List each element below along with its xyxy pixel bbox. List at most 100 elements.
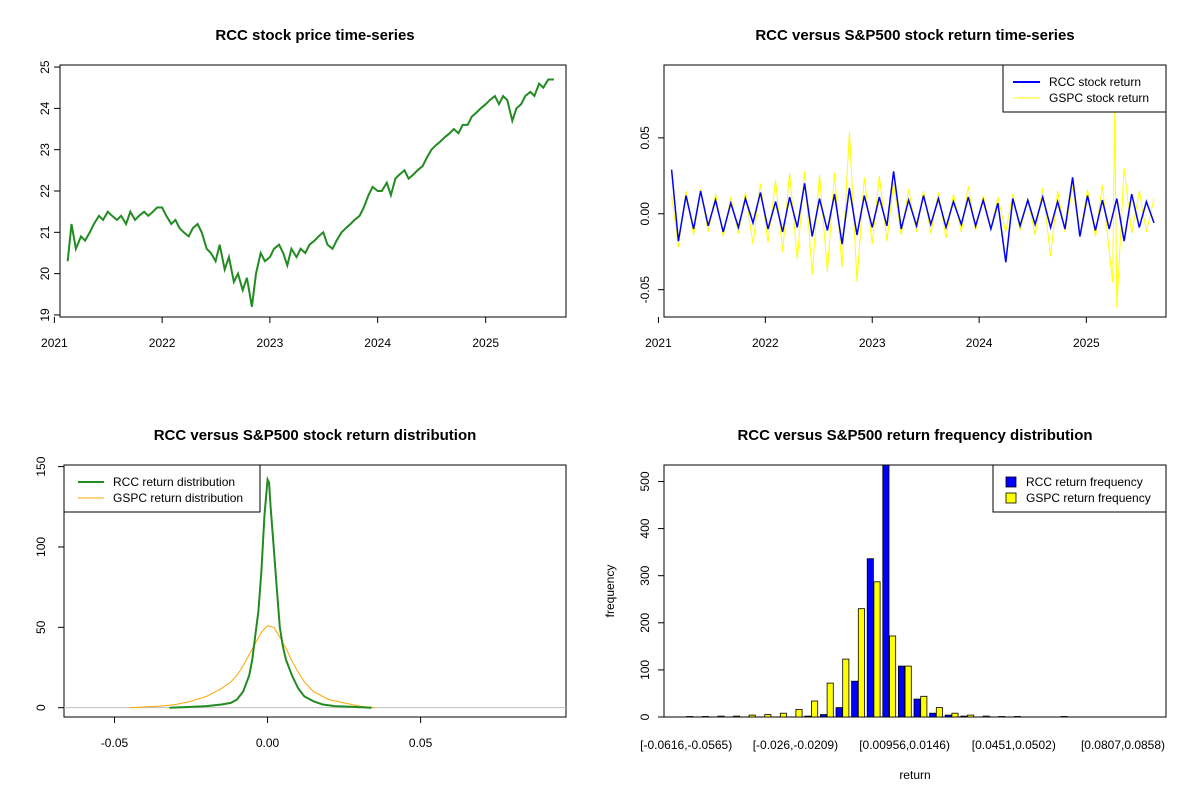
gspc-frequency-bar bbox=[1060, 716, 1068, 718]
legend-swatch bbox=[1005, 492, 1017, 504]
x-tick-label: 2022 bbox=[149, 336, 176, 350]
chart-title: RCC stock price time-series bbox=[215, 27, 414, 44]
y-tick-label: 200 bbox=[638, 612, 652, 632]
y-tick-label: 0.05 bbox=[638, 126, 652, 150]
plot-frame bbox=[59, 64, 567, 318]
gspc-frequency-bar bbox=[904, 665, 912, 718]
gspc-density-line bbox=[129, 625, 375, 709]
x-tick-label: 2021 bbox=[41, 336, 68, 350]
gspc-frequency-bar bbox=[998, 716, 1006, 718]
y-tick-label: 400 bbox=[638, 518, 652, 538]
legend-label: GSPC stock return bbox=[1049, 91, 1149, 105]
x-tick-label: [-0.026,-0.0209) bbox=[753, 738, 838, 752]
y-tick-label: 100 bbox=[34, 537, 48, 557]
y-tick-label: 50 bbox=[34, 620, 48, 634]
y-tick-label: 0 bbox=[34, 704, 48, 711]
rcc-frequency-bar bbox=[929, 712, 937, 718]
y-tick-label: 21 bbox=[38, 225, 52, 239]
legend-label: RCC return frequency bbox=[1026, 475, 1143, 489]
y-tick-label: 23 bbox=[38, 143, 52, 157]
x-tick-label: 2024 bbox=[966, 336, 993, 350]
y-tick-label: 20 bbox=[38, 267, 52, 281]
gspc-frequency-bar bbox=[1013, 716, 1021, 718]
gspc-frequency-bar bbox=[779, 712, 787, 718]
chart-panel-2: RCC versus S&P500 stock return time-seri… bbox=[638, 27, 1167, 350]
x-axis-label: return bbox=[899, 768, 930, 782]
chart-panel-3: RCC versus S&P500 stock return distribut… bbox=[34, 427, 567, 750]
legend-label: RCC stock return bbox=[1049, 75, 1141, 89]
x-tick-label: 2024 bbox=[364, 336, 391, 350]
gspc-frequency-bar bbox=[857, 608, 865, 718]
chart-title: RCC versus S&P500 stock return distribut… bbox=[154, 427, 477, 444]
legend: RCC return distribution GSPC return distr… bbox=[63, 464, 261, 513]
gspc-frequency-bar bbox=[717, 715, 725, 718]
y-tick-label: 300 bbox=[638, 565, 652, 585]
rcc-frequency-bar bbox=[866, 558, 874, 718]
x-tick-label: [0.0451,0.0502) bbox=[972, 738, 1056, 752]
x-tick-label: [0.0807,0.0858) bbox=[1081, 738, 1165, 752]
rcc-frequency-bar bbox=[882, 464, 890, 718]
y-tick-label: 100 bbox=[638, 660, 652, 680]
y-tick-label: -0.05 bbox=[638, 276, 652, 304]
y-tick-label: 25 bbox=[38, 60, 52, 74]
gspc-frequency-bar bbox=[795, 709, 803, 718]
gspc-frequency-bar bbox=[811, 700, 819, 718]
gspc-frequency-bar bbox=[982, 715, 990, 718]
gspc-frequency-bar bbox=[951, 712, 959, 718]
x-tick-label: [-0.0616,-0.0565) bbox=[640, 738, 732, 752]
rcc-frequency-bar bbox=[898, 665, 906, 718]
plot-frame bbox=[663, 64, 1167, 318]
gspc-frequency-bar bbox=[701, 716, 709, 718]
y-tick-label: 24 bbox=[38, 101, 52, 115]
gspc-frequency-bar bbox=[686, 716, 694, 718]
rcc-frequency-bar bbox=[913, 698, 921, 718]
y-tick-label: 500 bbox=[638, 471, 652, 491]
legend: RCC stock return GSPC stock return bbox=[1002, 64, 1167, 113]
legend-label: GSPC return distribution bbox=[113, 491, 243, 505]
rcc-density-line bbox=[169, 475, 372, 709]
x-tick-label: 0.00 bbox=[256, 736, 280, 750]
y-tick-label: 0.00 bbox=[638, 202, 652, 226]
legend-box bbox=[992, 464, 1167, 513]
gspc-frequency-bar bbox=[935, 707, 943, 718]
x-tick-label: 2025 bbox=[472, 336, 499, 350]
y-axis-label: frequency bbox=[603, 565, 617, 618]
x-tick-label: 0.05 bbox=[409, 736, 433, 750]
legend: RCC return frequency GSPC return frequenc… bbox=[992, 464, 1167, 513]
x-tick-label: [0.00956,0.0146) bbox=[859, 738, 950, 752]
legend-label: GSPC return frequency bbox=[1026, 491, 1151, 505]
chart-title: RCC versus S&P500 return frequency distr… bbox=[737, 427, 1092, 444]
x-tick-label: 2025 bbox=[1073, 336, 1100, 350]
legend-label: RCC return distribution bbox=[113, 475, 235, 489]
x-tick-label: 2023 bbox=[859, 336, 886, 350]
rcc-frequency-bar bbox=[960, 715, 968, 718]
y-tick-label: 0 bbox=[638, 713, 652, 720]
chart-panel-4: RCC versus S&P500 return frequency distr… bbox=[603, 427, 1167, 782]
rcc-frequency-bar bbox=[851, 680, 859, 718]
plot-frame bbox=[63, 464, 567, 718]
x-tick-label: -0.05 bbox=[101, 736, 129, 750]
chart-title: RCC versus S&P500 stock return time-seri… bbox=[755, 27, 1074, 44]
gspc-frequency-bar bbox=[889, 635, 897, 718]
y-tick-label: 150 bbox=[34, 456, 48, 476]
gspc-frequency-bar bbox=[920, 695, 928, 718]
y-tick-label: 19 bbox=[38, 308, 52, 322]
gspc-frequency-bar bbox=[967, 714, 975, 718]
rcc-frequency-bar bbox=[835, 707, 843, 718]
x-tick-label: 2023 bbox=[257, 336, 284, 350]
rcc-frequency-bar bbox=[820, 714, 828, 718]
price-line bbox=[66, 78, 554, 307]
rcc-return-line bbox=[670, 169, 1155, 263]
x-tick-label: 2021 bbox=[645, 336, 672, 350]
gspc-return-line bbox=[671, 108, 1155, 308]
gspc-frequency-bar bbox=[748, 714, 756, 718]
gspc-frequency-bar bbox=[733, 715, 741, 718]
legend-swatch bbox=[1005, 476, 1017, 488]
rcc-frequency-bar bbox=[944, 714, 952, 718]
rcc-frequency-bar bbox=[804, 715, 812, 718]
legend-box bbox=[63, 464, 261, 513]
x-tick-label: 2022 bbox=[752, 336, 779, 350]
gspc-frequency-bar bbox=[873, 581, 881, 718]
